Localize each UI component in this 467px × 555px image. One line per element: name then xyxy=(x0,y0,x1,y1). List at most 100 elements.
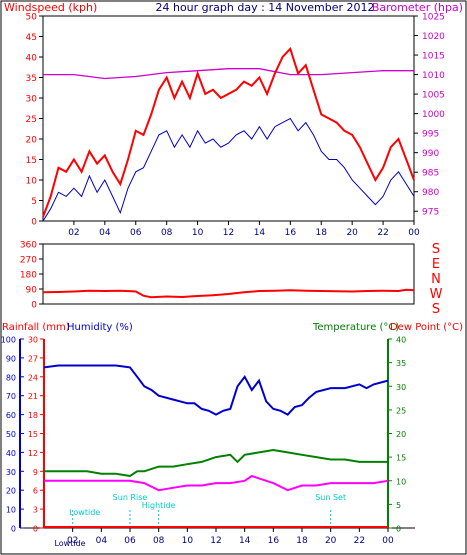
direction-y-tick-label: 90 xyxy=(26,286,38,296)
baro-y-tick-label: 980 xyxy=(422,188,439,198)
barometer-label: Barometer (hpa) xyxy=(372,1,463,14)
wind-x-tick-label: 14 xyxy=(254,228,266,238)
humidity-y-tick-label: 50 xyxy=(6,430,16,439)
temperature-y-tick-label: 25 xyxy=(396,406,406,415)
rainfall-y-tick-label: 18 xyxy=(28,411,38,420)
temperature-y-tick-label: 5 xyxy=(396,501,401,510)
rainfall-y-tick-label: 3 xyxy=(33,506,38,515)
temperature-y-tick-label: 30 xyxy=(396,383,406,392)
rainfall-y-tick-label: 21 xyxy=(28,392,38,401)
compass-label: S xyxy=(432,302,440,317)
baro-y-tick-label: 1000 xyxy=(422,110,445,120)
humidity-y-tick-label: 0 xyxy=(11,525,16,534)
humidity-y-tick-label: 30 xyxy=(6,468,16,477)
tide-label: Sun Set xyxy=(315,493,346,502)
rainfall-y-tick-label: 15 xyxy=(28,430,38,439)
average-wind-line xyxy=(42,117,415,222)
humidity-y-tick-label: 80 xyxy=(6,373,16,382)
temperature-y-tick-label: 15 xyxy=(396,454,406,463)
bottom-x-tick-label: 10 xyxy=(182,536,194,546)
wind-y-tick-label: 45 xyxy=(26,33,37,43)
wind-y-tick-label: 25 xyxy=(26,115,37,125)
wind-y-tick-label: 15 xyxy=(26,156,37,166)
wind-y-tick-label: 35 xyxy=(26,74,37,84)
rainfall-y-tick-label: 9 xyxy=(33,468,38,477)
baro-y-tick-label: 1020 xyxy=(422,32,445,42)
temperature-y-tick-label: 0 xyxy=(396,525,401,534)
bottom-x-tick-label: 08 xyxy=(153,536,165,546)
temperature-label: Temperature (°C) xyxy=(312,322,399,333)
bottom-x-tick-label: 20 xyxy=(325,536,337,546)
wind-x-tick-label: 08 xyxy=(161,228,173,238)
temperature-panel: 0102030405060708090100036912151821242730… xyxy=(1,336,415,546)
wind-direction-line xyxy=(42,288,415,299)
tide-label: Lowtide xyxy=(69,508,100,517)
dew-point-line xyxy=(44,474,389,492)
gust-line xyxy=(42,46,415,218)
rainfall-y-tick-label: 12 xyxy=(28,449,38,458)
bottom-x-tick-label: 04 xyxy=(96,536,108,546)
wind-y-tick-label: 0 xyxy=(31,218,37,228)
wind-x-tick-label: 20 xyxy=(346,228,358,238)
bottom-x-tick-label: 12 xyxy=(210,536,221,546)
wind-y-tick-label: 20 xyxy=(26,136,38,146)
wind-x-tick-label: 16 xyxy=(285,228,297,238)
compass-label: W xyxy=(430,287,443,302)
temperature-line xyxy=(44,448,388,478)
bottom-x-tick-label: 00 xyxy=(382,536,394,546)
humidity-y-tick-label: 60 xyxy=(6,411,16,420)
bottom-lowtide-label: Lowtide xyxy=(54,539,85,548)
wind-x-tick-label: 22 xyxy=(377,228,388,238)
humidity-y-tick-label: 90 xyxy=(6,354,16,363)
temperature-y-tick-label: 40 xyxy=(396,336,406,345)
wind-y-tick-label: 40 xyxy=(26,54,38,64)
direction-y-tick-label: 180 xyxy=(20,271,37,281)
bottom-x-tick-label: 18 xyxy=(296,536,308,546)
rainfall-y-tick-label: 30 xyxy=(28,336,38,345)
baro-y-tick-label: 1005 xyxy=(422,91,445,101)
wind-x-tick-label: 12 xyxy=(223,228,234,238)
baro-y-tick-label: 985 xyxy=(422,169,439,179)
rainfall-y-tick-label: 6 xyxy=(33,487,38,496)
wind-x-tick-label: 04 xyxy=(99,228,111,238)
humidity-y-tick-label: 20 xyxy=(6,487,16,496)
wind-y-tick-label: 30 xyxy=(26,95,38,105)
direction-y-tick-label: 270 xyxy=(20,256,37,266)
baro-y-tick-label: 1025 xyxy=(422,13,445,23)
bottom-x-tick-label: 02 xyxy=(67,536,78,546)
dew-point-label: Dew Point (°C) xyxy=(390,322,463,333)
wind-x-tick-label: 00 xyxy=(408,228,420,238)
wind-x-tick-label: 02 xyxy=(68,228,79,238)
temperature-y-tick-label: 20 xyxy=(396,430,406,439)
compass-label: S xyxy=(432,242,440,257)
baro-y-tick-label: 1010 xyxy=(422,71,445,81)
direction-y-tick-label: 360 xyxy=(20,241,37,251)
direction-y-tick-label: 0 xyxy=(31,301,37,311)
wind-y-tick-label: 50 xyxy=(26,13,38,23)
humidity-y-tick-label: 40 xyxy=(6,449,16,458)
humidity-label: Humidity (%) xyxy=(67,322,133,333)
humidity-y-tick-label: 100 xyxy=(1,336,16,345)
baro-y-tick-label: 990 xyxy=(422,149,439,159)
wind-x-tick-label: 18 xyxy=(316,228,328,238)
wind-panel: 0 5 10 15 20 25 30 35 40 45 50 975 980 985 990 995 1000 1… xyxy=(26,13,446,239)
humidity-y-tick-label: 70 xyxy=(6,392,16,401)
tide-label: Sun Rise xyxy=(113,493,148,502)
wind-y-tick-label: 5 xyxy=(31,197,37,207)
bottom-x-tick-label: 16 xyxy=(268,536,280,546)
humidity-line xyxy=(43,364,389,416)
compass-label: N xyxy=(431,272,441,287)
humidity-y-tick-label: 10 xyxy=(6,506,16,515)
baro-y-tick-label: 975 xyxy=(422,208,439,218)
bottom-x-tick-label: 22 xyxy=(354,536,365,546)
bottom-x-tick-label: 14 xyxy=(239,536,251,546)
windspeed-label: Windspeed (kph) xyxy=(4,1,97,14)
temperature-y-tick-label: 35 xyxy=(396,359,406,368)
baro-y-tick-label: 995 xyxy=(422,130,439,140)
wind-y-tick-label: 10 xyxy=(26,177,38,187)
rainfall-label: Rainfall (mm) xyxy=(2,322,70,333)
graph-title: 24 hour graph day : 14 November 2012 xyxy=(155,1,374,14)
bottom-x-tick-label: 06 xyxy=(124,536,136,546)
